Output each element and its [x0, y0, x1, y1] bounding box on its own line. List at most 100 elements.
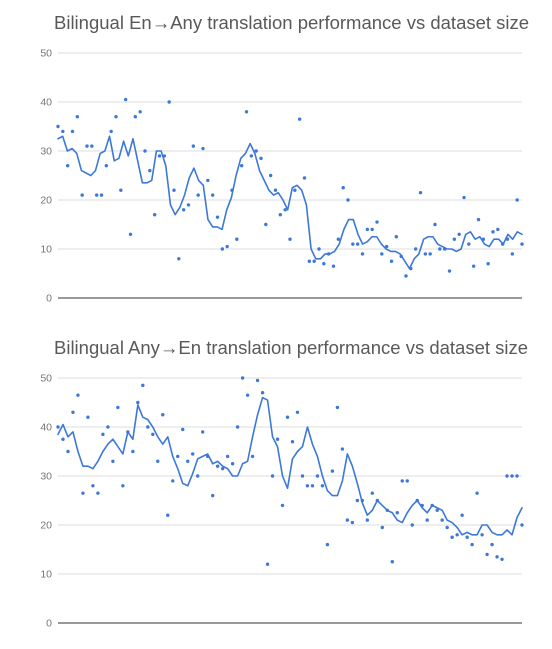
data-point — [131, 449, 135, 454]
data-point — [440, 518, 444, 522]
data-point — [210, 493, 215, 498]
chart-title: Bilingual En→Any translation performance… — [54, 12, 530, 33]
data-point — [76, 393, 80, 397]
data-point — [491, 230, 495, 234]
data-point — [331, 264, 336, 268]
chart-plot-en-any: 0 10 20 30 40 50 — [40, 48, 524, 305]
data-point — [86, 415, 90, 419]
y-tick-label: 50 — [40, 373, 52, 385]
data-point — [457, 232, 461, 236]
data-point — [225, 244, 229, 249]
data-point — [335, 405, 340, 410]
data-point — [438, 247, 442, 251]
chart-title: Bilingual Any→En translation performance… — [54, 337, 529, 358]
y-tick-label: 20 — [40, 195, 52, 207]
data-point — [148, 168, 152, 173]
data-point — [141, 383, 145, 388]
data-point — [186, 203, 191, 207]
data-point — [200, 430, 205, 434]
data-point — [71, 410, 75, 414]
data-point — [109, 129, 113, 134]
data-point — [404, 274, 408, 278]
data-point — [290, 440, 295, 444]
y-tick-label: 50 — [40, 48, 52, 60]
data-point — [181, 208, 186, 212]
data-point — [259, 156, 263, 161]
y-tick-label: 10 — [40, 569, 52, 581]
data-point — [61, 437, 65, 441]
data-point — [239, 164, 244, 168]
y-tick-label: 40 — [40, 97, 52, 109]
data-point — [428, 252, 432, 256]
data-point — [206, 178, 210, 183]
data-point — [138, 110, 142, 114]
data-point — [405, 479, 409, 483]
data-point — [143, 149, 147, 153]
data-point — [240, 376, 245, 380]
data-point — [210, 193, 215, 197]
data-point — [81, 491, 85, 495]
data-point — [91, 484, 95, 488]
data-point — [495, 555, 499, 559]
data-point — [413, 247, 418, 251]
data-point — [496, 227, 500, 232]
data-point — [75, 115, 80, 119]
trend-line — [57, 396, 523, 536]
data-point — [510, 252, 515, 256]
data-point — [133, 115, 138, 119]
data-point — [244, 110, 249, 114]
data-point — [156, 459, 160, 463]
data-point — [300, 474, 305, 478]
data-point — [157, 154, 162, 158]
data-point — [161, 413, 165, 417]
data-point — [114, 115, 118, 119]
data-point — [116, 405, 120, 410]
chart-panel-en-any: Bilingual En→Any translation performance… — [0, 0, 552, 320]
data-point — [520, 242, 524, 246]
data-point — [355, 242, 360, 246]
data-point — [56, 425, 60, 429]
data-point — [452, 237, 457, 241]
data-point — [191, 452, 195, 456]
data-point — [275, 437, 280, 441]
data-point — [201, 146, 205, 151]
data-point — [365, 518, 370, 522]
y-tick-label: 10 — [40, 244, 52, 256]
y-tick-label: 30 — [40, 471, 52, 483]
data-point — [167, 100, 171, 104]
data-point — [250, 454, 255, 459]
data-point — [370, 227, 374, 232]
data-point — [380, 525, 384, 530]
data-point — [285, 415, 290, 419]
data-point — [410, 523, 414, 527]
data-point — [515, 198, 519, 202]
y-tick-label: 30 — [40, 146, 52, 158]
data-point — [460, 513, 464, 517]
data-point — [423, 252, 428, 256]
data-point — [341, 186, 345, 190]
data-point — [166, 513, 170, 517]
data-point — [302, 176, 307, 180]
data-point — [490, 542, 494, 547]
data-point — [225, 454, 230, 459]
data-point — [121, 484, 125, 488]
data-point — [330, 469, 335, 473]
data-point — [445, 525, 449, 530]
data-point — [295, 410, 300, 414]
data-point — [340, 447, 345, 451]
data-point — [467, 242, 471, 246]
data-point — [365, 227, 370, 232]
data-point — [220, 247, 225, 251]
data-point — [146, 425, 150, 429]
data-point — [450, 535, 454, 539]
data-point — [462, 195, 466, 200]
data-point — [351, 242, 355, 246]
data-point — [480, 533, 484, 537]
data-point — [315, 474, 320, 478]
data-point — [485, 552, 489, 557]
data-point — [510, 474, 514, 478]
data-point — [336, 237, 341, 241]
data-point — [151, 432, 155, 437]
data-point — [66, 449, 70, 454]
data-point — [196, 193, 200, 197]
